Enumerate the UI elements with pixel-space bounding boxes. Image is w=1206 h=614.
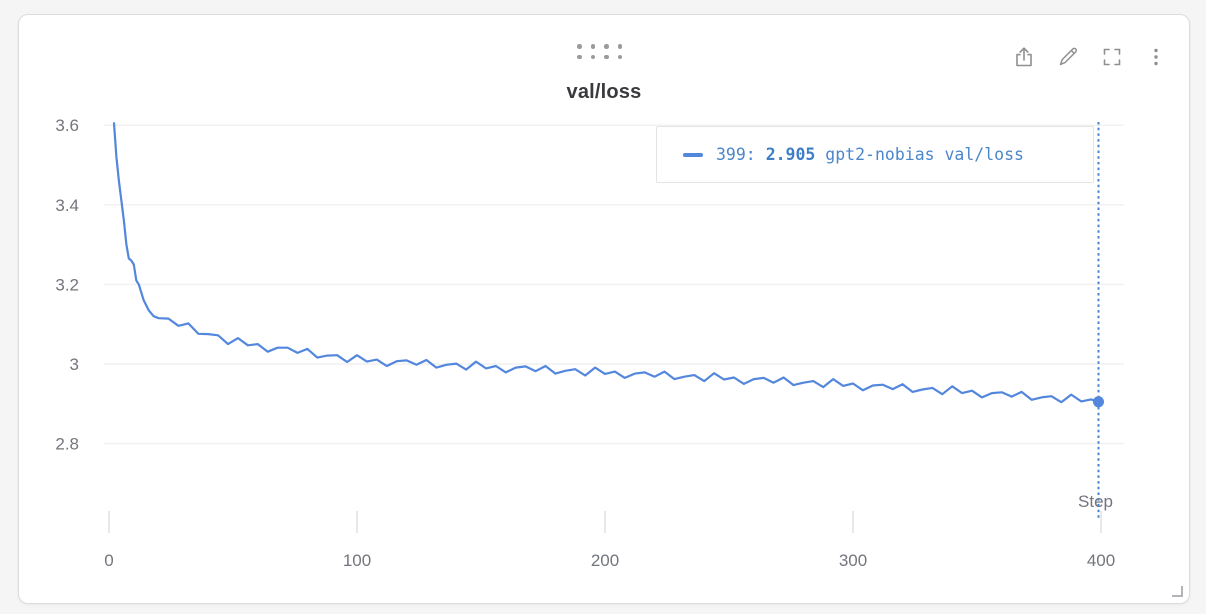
fullscreen-expand-icon bbox=[1103, 48, 1121, 66]
drag-dot bbox=[617, 54, 622, 59]
svg-text:0: 0 bbox=[104, 551, 113, 570]
drag-dot bbox=[590, 44, 595, 49]
drag-dot bbox=[604, 44, 609, 49]
kebab-menu-icon bbox=[1154, 48, 1158, 66]
chart-title: val/loss bbox=[566, 81, 642, 103]
legend-series-name: gpt2-nobias val/loss bbox=[825, 145, 1024, 164]
svg-text:300: 300 bbox=[839, 551, 867, 570]
drag-dot bbox=[590, 54, 595, 59]
drag-dot bbox=[604, 54, 609, 59]
fullscreen-button[interactable] bbox=[1098, 43, 1126, 71]
svg-text:2.8: 2.8 bbox=[55, 435, 79, 454]
legend-step: 399: bbox=[716, 145, 756, 164]
loss-line-chart[interactable]: 2.8 3 3.2 3.4 3.6 0 100 200 300 400 Step bbox=[19, 15, 1189, 603]
drag-dot bbox=[577, 54, 582, 59]
pencil-icon bbox=[1059, 47, 1077, 66]
legend-label: 399: 2.905 gpt2-nobias val/loss bbox=[716, 145, 1024, 164]
svg-text:3.6: 3.6 bbox=[55, 116, 79, 135]
svg-text:200: 200 bbox=[591, 551, 619, 570]
chart-panel-card: val/loss 2.8 3 3.2 3.4 3.6 0 100 200 300 400 Step … bbox=[18, 14, 1190, 604]
svg-text:3.4: 3.4 bbox=[55, 196, 79, 215]
panel-toolbar bbox=[1010, 43, 1170, 71]
panel-menu-button[interactable] bbox=[1142, 43, 1170, 71]
svg-text:100: 100 bbox=[343, 551, 371, 570]
legend-value: 2.905 bbox=[765, 145, 816, 164]
svg-text:3: 3 bbox=[70, 355, 79, 374]
panel-resize-handle[interactable] bbox=[1172, 586, 1183, 597]
drag-handle[interactable] bbox=[577, 44, 622, 59]
drag-dot bbox=[577, 44, 582, 49]
share-export-icon bbox=[1016, 47, 1032, 67]
svg-text:400: 400 bbox=[1087, 551, 1115, 570]
legend-box[interactable]: 399: 2.905 gpt2-nobias val/loss bbox=[656, 126, 1094, 183]
svg-text:Step: Step bbox=[1078, 492, 1113, 511]
svg-text:3.2: 3.2 bbox=[55, 275, 79, 294]
legend-series-dash bbox=[683, 152, 703, 157]
edit-button[interactable] bbox=[1054, 43, 1082, 71]
drag-dot bbox=[617, 44, 622, 49]
share-button[interactable] bbox=[1010, 43, 1038, 71]
